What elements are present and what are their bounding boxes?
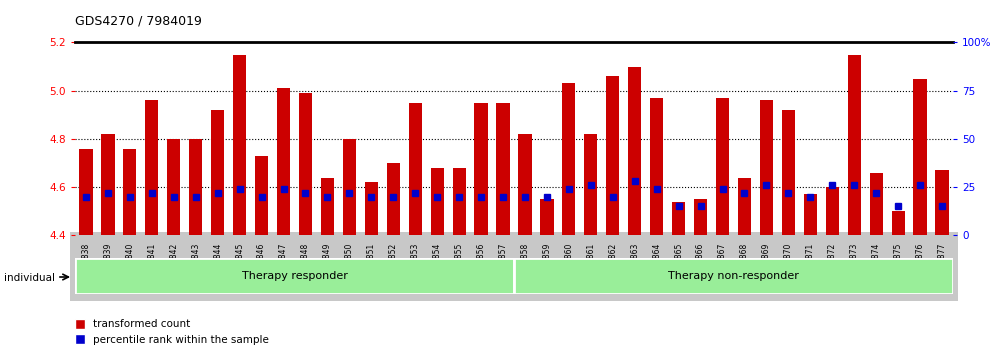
Text: individual: individual [4, 273, 55, 283]
Bar [562, 84, 575, 235]
Bar [123, 149, 136, 235]
Bar [606, 76, 619, 235]
Legend: transformed count, percentile rank within the sample: transformed count, percentile rank withi… [65, 315, 273, 349]
Text: Therapy non-responder: Therapy non-responder [668, 271, 799, 281]
Bar [518, 134, 532, 235]
Bar [387, 163, 400, 235]
Bar [892, 211, 905, 235]
Bar [211, 110, 224, 235]
Bar [826, 187, 839, 235]
Bar [453, 168, 466, 235]
Bar [145, 101, 158, 235]
Bar [628, 67, 641, 235]
Bar [540, 199, 554, 235]
Bar [79, 149, 93, 235]
Bar [782, 110, 795, 235]
Bar [343, 139, 356, 235]
Bar [167, 139, 180, 235]
Bar [870, 173, 883, 235]
Bar [321, 178, 334, 235]
Bar [935, 170, 949, 235]
Bar [75, 258, 514, 294]
Bar [365, 182, 378, 235]
Bar [716, 98, 729, 235]
Bar [760, 101, 773, 235]
Bar [277, 88, 290, 235]
Bar [255, 156, 268, 235]
Text: Therapy responder: Therapy responder [242, 271, 347, 281]
Bar [496, 103, 510, 235]
Text: GDS4270 / 7984019: GDS4270 / 7984019 [75, 14, 202, 27]
Bar [738, 178, 751, 235]
Bar [474, 103, 488, 235]
Bar [650, 98, 663, 235]
Bar [804, 194, 817, 235]
Bar [514, 258, 953, 294]
Bar [431, 168, 444, 235]
Bar [101, 134, 115, 235]
Bar [189, 139, 202, 235]
Bar [672, 202, 685, 235]
Bar [584, 134, 597, 235]
Bar [299, 93, 312, 235]
Bar [694, 199, 707, 235]
Bar [233, 55, 246, 235]
Bar [848, 55, 861, 235]
Bar [913, 79, 927, 235]
Bar [409, 103, 422, 235]
